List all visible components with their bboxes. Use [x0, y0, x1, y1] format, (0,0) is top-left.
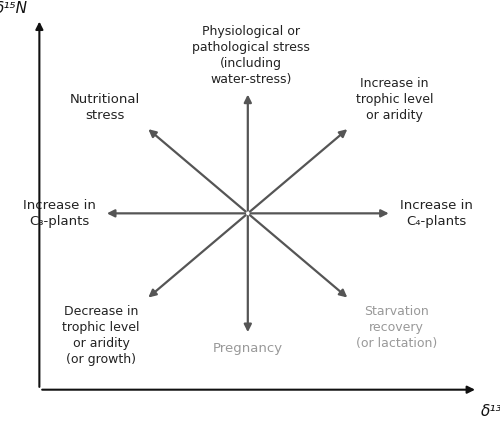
- Text: δ¹⁵N: δ¹⁵N: [0, 1, 28, 16]
- Text: Increase in
trophic level
or aridity: Increase in trophic level or aridity: [356, 77, 433, 122]
- Text: Pregnancy: Pregnancy: [213, 342, 283, 355]
- Text: Increase in
C₄-plants: Increase in C₄-plants: [400, 199, 473, 228]
- Text: Nutritional
stress: Nutritional stress: [70, 93, 140, 122]
- Text: Decrease in
trophic level
or aridity
(or growth): Decrease in trophic level or aridity (or…: [62, 305, 140, 365]
- Text: δ¹³C: δ¹³C: [480, 404, 500, 419]
- Text: Starvation
recovery
(or lactation): Starvation recovery (or lactation): [356, 305, 437, 349]
- Text: Physiological or
pathological stress
(including
water-stress): Physiological or pathological stress (in…: [192, 25, 310, 86]
- Text: Increase in
C₃-plants: Increase in C₃-plants: [22, 199, 96, 228]
